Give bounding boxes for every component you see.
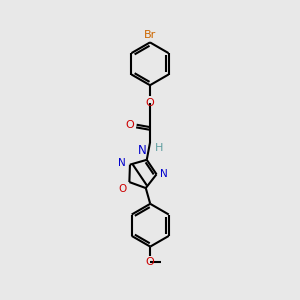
Text: N: N [138, 144, 146, 157]
Text: O: O [146, 257, 154, 267]
Text: Br: Br [144, 30, 156, 40]
Text: O: O [118, 184, 126, 194]
Text: N: N [160, 169, 168, 179]
Text: O: O [146, 98, 154, 108]
Text: N: N [118, 158, 126, 168]
Text: H: H [155, 143, 164, 153]
Text: O: O [125, 120, 134, 130]
